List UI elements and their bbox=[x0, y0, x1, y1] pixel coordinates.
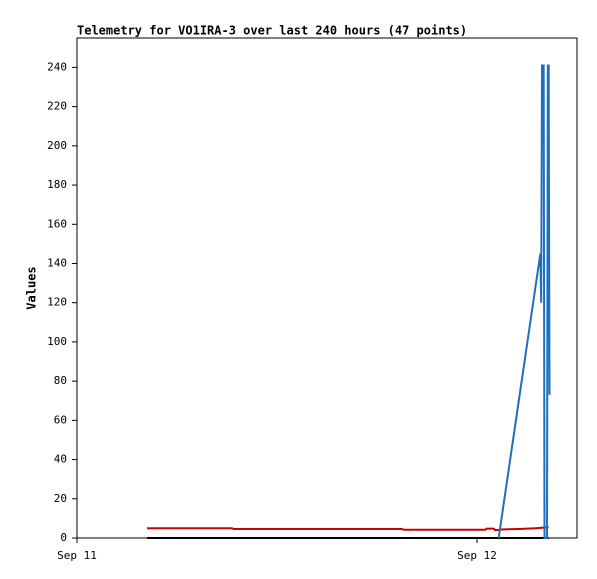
y-tick-label: 240 bbox=[47, 60, 67, 73]
x-tick-label: Sep 11 bbox=[57, 549, 97, 562]
y-axis-label: Values bbox=[25, 266, 39, 309]
y-tick-label: 140 bbox=[47, 256, 67, 269]
y-tick-label: 40 bbox=[54, 453, 67, 466]
chart-title: Telemetry for VO1IRA-3 over last 240 hou… bbox=[77, 24, 467, 38]
y-tick-label: 80 bbox=[54, 374, 67, 387]
y-tick-label: 180 bbox=[47, 178, 67, 191]
y-tick-label: 100 bbox=[47, 335, 67, 348]
x-tick-label: Sep 12 bbox=[457, 549, 497, 562]
y-tick-label: 200 bbox=[47, 139, 67, 152]
y-tick-label: 160 bbox=[47, 217, 67, 230]
series-line bbox=[147, 526, 549, 532]
y-tick-label: 0 bbox=[60, 531, 67, 544]
y-tick-label: 220 bbox=[47, 100, 67, 113]
y-tick-label: 20 bbox=[54, 492, 67, 505]
y-tick-label: 60 bbox=[54, 413, 67, 426]
series-line bbox=[497, 64, 551, 539]
y-tick-label: 120 bbox=[47, 296, 67, 309]
